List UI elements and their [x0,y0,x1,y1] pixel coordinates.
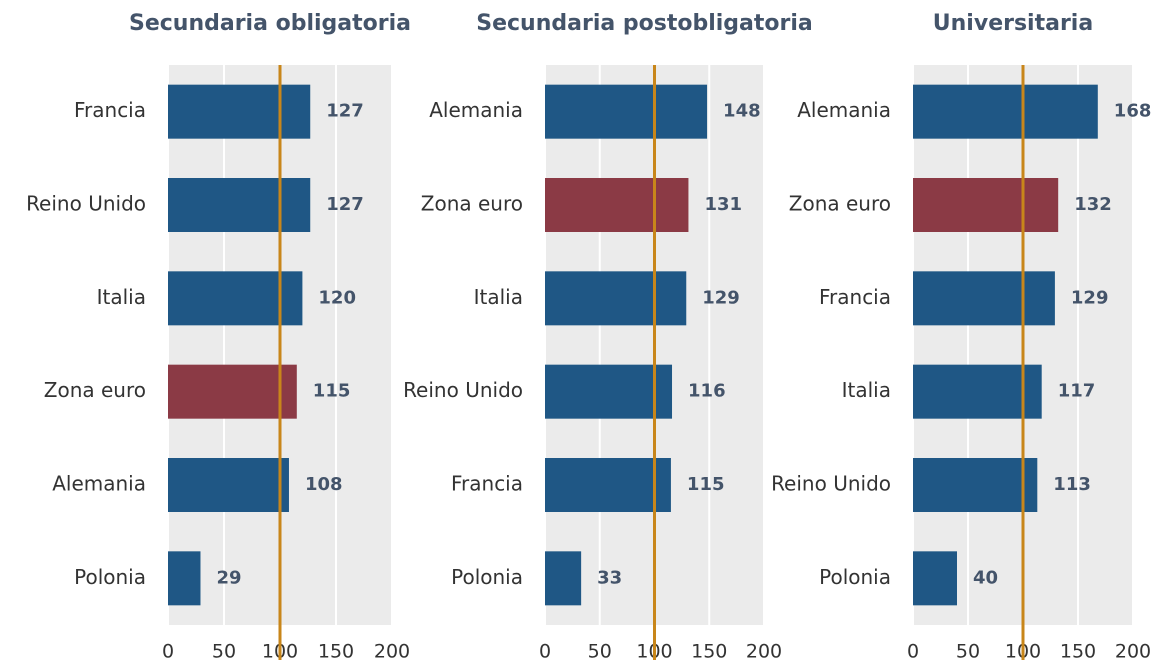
x-tick-label: 50 [212,641,236,663]
bar [913,458,1038,512]
bar [545,551,582,606]
category-label: Italia [842,378,891,402]
category-label: Zona euro [421,192,523,216]
x-tick-label: 150 [318,641,354,663]
category-label: Alemania [52,472,146,496]
category-label: Reino Unido [403,378,523,402]
value-label: 33 [597,567,622,588]
bar [545,364,673,419]
bar [168,271,303,326]
value-label: 127 [326,101,364,122]
bar [168,458,289,512]
x-tick-label: 0 [907,641,919,663]
value-label: 29 [216,567,241,588]
x-tick-label: 0 [539,641,551,663]
category-label: Polonia [451,565,523,589]
value-label: 127 [326,194,364,215]
category-label: Francia [819,285,891,309]
bar [545,178,689,232]
category-label: Alemania [429,98,523,122]
value-label: 117 [1058,381,1096,402]
bar [168,364,297,419]
chart-title: Secundaria postobligatoria [476,11,813,36]
x-tick-label: 0 [162,641,174,663]
bar [545,271,687,326]
value-label: 131 [704,194,742,215]
x-tick-label: 50 [588,641,612,663]
category-label: Zona euro [44,378,146,402]
category-label: Polonia [819,565,891,589]
value-label: 120 [318,287,356,308]
category-label: Reino Unido [26,192,146,216]
category-label: Alemania [797,98,891,122]
value-label: 129 [1071,287,1109,308]
category-label: Francia [451,472,523,496]
bar [913,84,1098,139]
category-label: Zona euro [789,192,891,216]
value-label: 115 [687,474,725,495]
chart-title: Universitaria [933,11,1093,36]
bar [913,271,1055,326]
x-tick-label: 200 [374,641,410,663]
category-label: Polonia [74,565,146,589]
category-label: Francia [74,98,146,122]
bar [168,178,311,232]
x-tick-label: 200 [746,641,782,663]
x-tick-label: 150 [1060,641,1096,663]
x-tick-label: 200 [1115,641,1151,663]
x-tick-label: 150 [691,641,727,663]
bar [545,458,671,512]
value-label: 132 [1074,194,1112,215]
bar [913,178,1059,232]
category-label: Italia [474,285,523,309]
category-label: Reino Unido [771,472,891,496]
value-label: 40 [973,567,998,588]
x-tick-label: 50 [956,641,980,663]
bar [913,551,957,606]
chart-title: Secundaria obligatoria [129,11,411,36]
bar [168,551,201,606]
value-label: 116 [688,381,726,402]
value-label: 115 [313,381,351,402]
value-label: 113 [1053,474,1091,495]
bar [545,84,708,139]
bar [168,84,311,139]
value-label: 168 [1114,101,1152,122]
bar [913,364,1042,419]
value-label: 129 [702,287,740,308]
category-label: Italia [97,285,146,309]
value-label: 148 [723,101,761,122]
value-label: 108 [305,474,343,495]
